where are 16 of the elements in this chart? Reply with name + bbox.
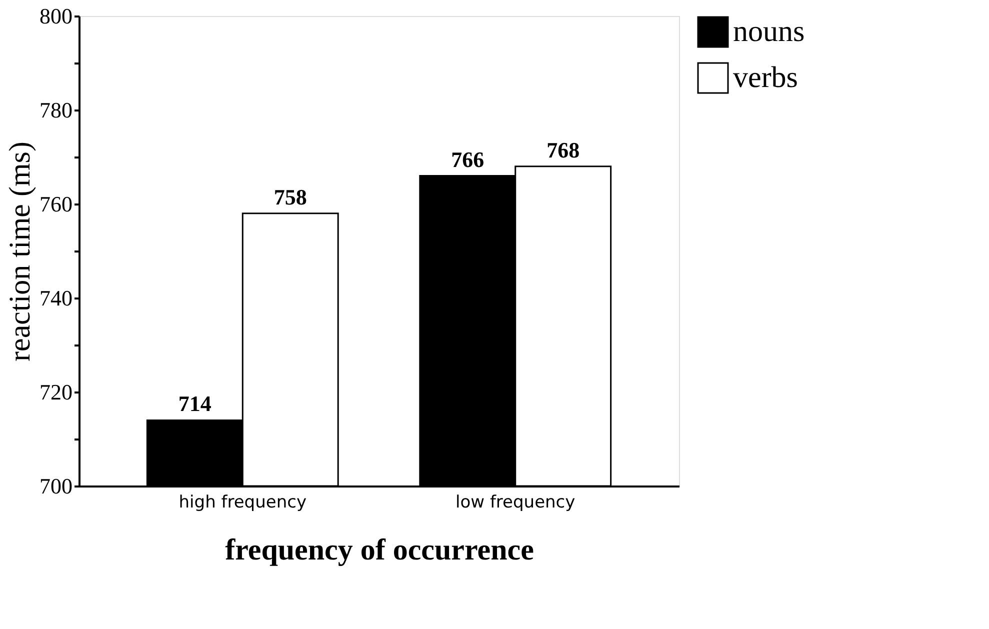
data-label: 766 bbox=[451, 146, 484, 172]
data-label: 768 bbox=[546, 137, 580, 162]
x-tick-label: high frequency bbox=[178, 492, 307, 512]
data-label: 758 bbox=[274, 184, 307, 210]
data-label: 714 bbox=[178, 391, 212, 416]
x-tick-label: low frequency bbox=[456, 492, 576, 512]
legend-label: nouns bbox=[733, 15, 805, 48]
y-tick-label: 700 bbox=[40, 474, 72, 498]
y-tick-label: 800 bbox=[40, 4, 72, 28]
legend-label: verbs bbox=[733, 61, 798, 94]
x-axis-title: frequency of occurrence bbox=[225, 534, 534, 566]
y-tick-label: 760 bbox=[40, 192, 72, 216]
y-tick-label: 780 bbox=[40, 98, 72, 122]
y-tick-label: 740 bbox=[40, 286, 72, 310]
y-axis-title: reaction time (ms) bbox=[4, 142, 36, 362]
y-tick-label: 720 bbox=[40, 380, 72, 404]
